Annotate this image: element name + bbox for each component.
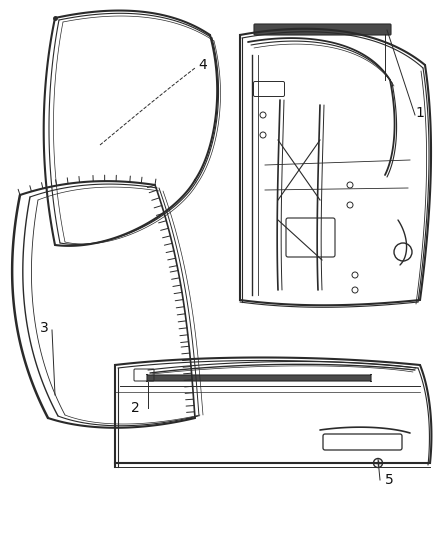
Text: 2: 2 (131, 401, 140, 415)
FancyBboxPatch shape (147, 374, 371, 382)
Text: 1: 1 (415, 106, 424, 120)
Text: 3: 3 (39, 321, 48, 335)
FancyBboxPatch shape (254, 24, 391, 35)
Text: 4: 4 (198, 58, 207, 72)
Text: 5: 5 (385, 473, 394, 487)
